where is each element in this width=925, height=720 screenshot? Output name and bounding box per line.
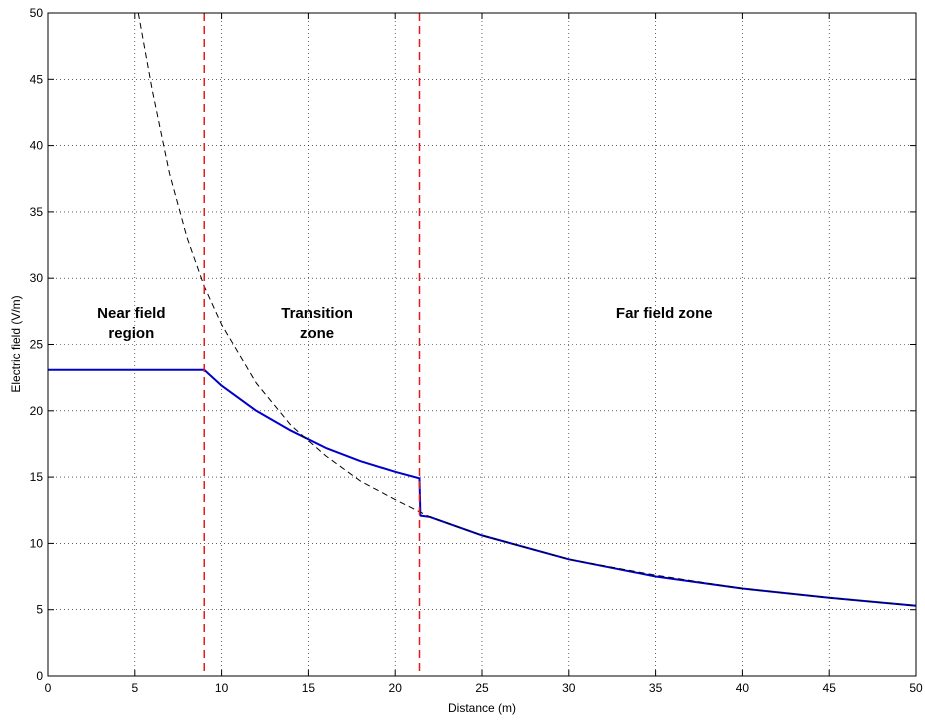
y-tick-label: 20 — [30, 404, 44, 418]
y-tick-label: 35 — [30, 205, 44, 219]
region-label: Far field zone — [616, 305, 713, 322]
x-tick-label: 45 — [823, 681, 837, 695]
x-axis-label: Distance (m) — [448, 701, 516, 715]
region-label-line: Near field — [97, 305, 165, 322]
series-lines — [48, 12, 917, 607]
x-tick-label: 40 — [736, 681, 750, 695]
x-tick-label: 20 — [389, 681, 403, 695]
region-label-line: region — [108, 325, 154, 342]
x-tick-label: 10 — [215, 681, 229, 695]
y-tick-label: 30 — [30, 271, 44, 285]
region-label-line: Transition — [281, 305, 353, 322]
y-tick-label: 25 — [30, 338, 44, 352]
x-tick-label: 50 — [909, 681, 923, 695]
x-tick-label: 30 — [562, 681, 576, 695]
x-tick-label: 0 — [45, 681, 52, 695]
y-tick-label: 15 — [30, 470, 44, 484]
y-tick-label: 0 — [36, 669, 43, 683]
ticks: 0 5 10 15 20 25 30 35 40 45 50 0 5 10 15 20 25 30 35 40 45 50 — [30, 6, 923, 695]
x-tick-label: 5 — [131, 681, 138, 695]
y-tick-label: 10 — [30, 536, 44, 550]
y-tick-label: 45 — [30, 72, 44, 86]
y-tick-label: 50 — [30, 6, 44, 20]
x-tick-label: 15 — [302, 681, 316, 695]
region-label: Transition zone — [281, 305, 353, 342]
field-strength-line — [48, 368, 917, 607]
y-axis-label: Electric field (V/m) — [9, 295, 23, 392]
x-tick-label: 35 — [649, 681, 663, 695]
dashed-reference-line — [137, 12, 917, 607]
zone-boundaries — [203, 13, 421, 676]
y-tick-label: 40 — [30, 139, 44, 153]
grid — [48, 13, 916, 676]
region-label: Near field region — [97, 305, 165, 342]
x-tick-label: 25 — [475, 681, 489, 695]
region-label-line: Far field zone — [616, 305, 713, 322]
y-tick-label: 5 — [36, 603, 43, 617]
region-label-line: zone — [300, 325, 334, 342]
annotations: Near field region Transition zone Far field … — [97, 305, 712, 342]
plot-background — [48, 13, 916, 676]
